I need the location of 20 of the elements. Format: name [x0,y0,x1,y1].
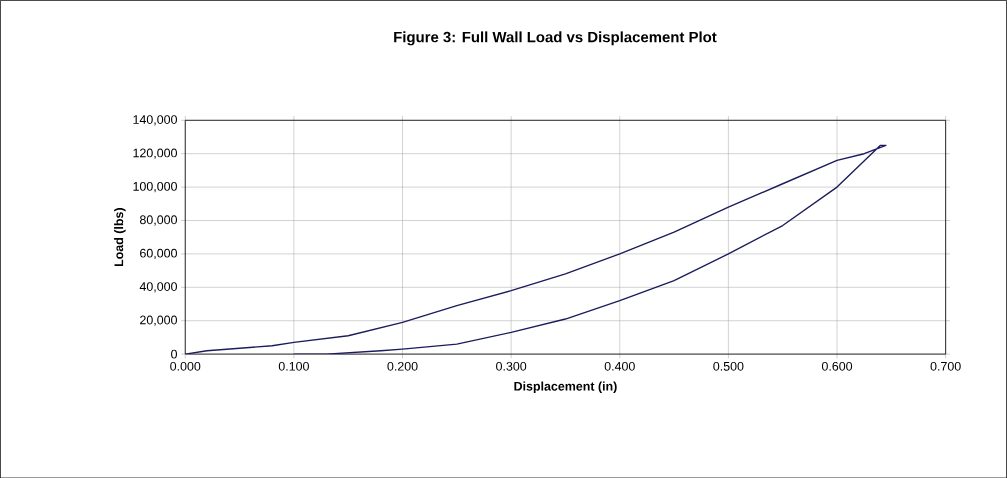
y-tick-label: 120,000 [133,148,177,159]
y-tick-label: 100,000 [133,181,177,193]
y-tick-label: 40,000 [139,281,177,293]
y-tick-label: 80,000 [139,215,177,226]
x-tick-label: 0.500 [713,361,744,371]
y-tick-label: 20,000 [140,315,177,326]
y-tick-label: 60,000 [140,248,177,259]
y-tick-label: 140,000 [133,114,177,126]
x-tick-label: 0.700 [930,361,961,371]
x-tick-label: 0.000 [170,361,201,371]
x-tick-label: 0.200 [387,361,418,371]
x-tick-label: 0.300 [496,361,527,371]
x-tick-label: 0.400 [604,361,635,371]
x-axis-title: Displacement (in) [514,381,617,393]
line-series [185,144,887,354]
y-axis-title: Load (lbs) [114,207,126,266]
chart-title: Figure 3: Full Wall Load vs Displacement Plot [394,31,717,46]
x-tick-label: 0.100 [278,361,309,371]
y-tick-label: 0 [171,349,178,359]
x-tick-label: 0.600 [821,361,853,371]
